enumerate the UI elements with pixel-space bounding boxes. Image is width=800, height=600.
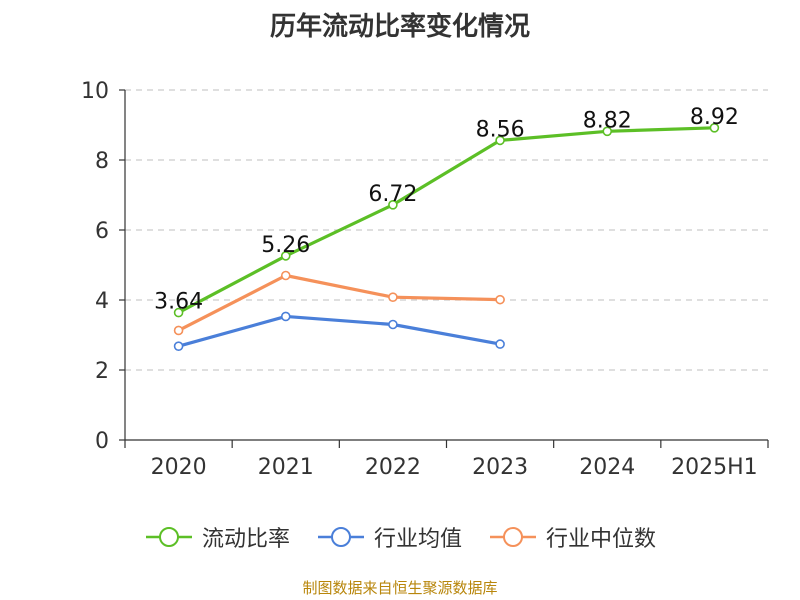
data-point [280,311,291,322]
legend: 流动比率 行业均值 行业中位数 [0,520,800,554]
data-point [280,270,291,281]
legend-marker-icon [317,527,364,547]
data-point [173,307,184,318]
legend-label: 流动比率 [201,527,290,552]
series-line-2 [178,314,501,348]
x-tick-label: 2022 [365,455,421,480]
legend-circle [330,527,351,547]
y-tick-label: 6 [95,219,109,244]
source-note: 制图数据来自恒生聚源数据库 [302,579,498,597]
y-tick-label: 4 [95,289,109,314]
legend-label: 行业中位数 [546,527,657,552]
x-tick-label: 2023 [472,455,528,480]
line-chart: 0 2 4 6 8 10 2020 2021 2022 2023 2024 2025H1 3.64 5.… [81,79,769,480]
legend-circle [158,527,179,547]
data-point [173,341,184,352]
x-tick-label: 2025H1 [671,455,758,480]
legend-item[interactable]: 行业中位数 [488,521,656,553]
data-point [495,339,505,349]
data-label: 8.82 [583,108,632,133]
x-tick-label: 2020 [151,455,207,480]
data-label: 8.92 [690,105,739,130]
axes: 0 2 4 6 8 10 2020 2021 2022 2023 2024 2025H1 [81,79,769,480]
data-label: 6.72 [368,182,417,207]
series-line-3 [177,273,501,332]
legend-item[interactable]: 行业均值 [316,521,462,553]
y-tick-label: 10 [81,79,109,104]
legend-item[interactable]: 流动比率 [144,521,290,553]
legend-marker-icon [490,527,536,547]
series [173,123,720,352]
legend-label: 行业均值 [373,527,462,552]
data-labels: 3.64 5.26 6.72 8.56 8.82 8.92 [154,105,739,315]
series-line-1 [177,126,715,315]
data-point [709,123,720,133]
grid-lines [125,89,768,371]
data-label: 5.26 [261,233,310,258]
data-label: 8.56 [476,117,525,142]
data-point [388,292,398,303]
y-tick-label: 2 [95,359,109,384]
data-point [388,200,398,210]
data-label: 3.64 [154,290,203,315]
chart-title: 历年流动比率变化情况 [269,12,530,42]
data-point [602,126,613,137]
legend-marker-icon [145,527,192,547]
y-tick-label: 8 [95,149,109,174]
data-point [495,135,505,146]
data-point [280,251,291,261]
y-tick-label: 0 [95,429,109,454]
x-tick-label: 2021 [258,455,314,480]
legend-circle [503,527,523,547]
data-point [495,294,505,305]
x-tick-label: 2024 [579,455,635,480]
data-point [388,319,398,330]
data-point [173,325,184,336]
